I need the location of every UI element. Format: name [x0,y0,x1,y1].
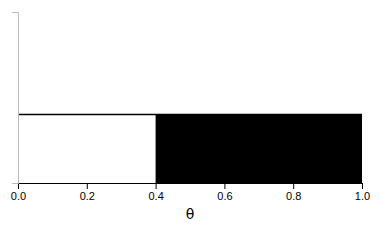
x-tick: 0.8 [286,183,301,202]
x-axis: 0.0 0.2 0.4 0.6 0.8 1.0 [11,183,370,202]
x-tick-mark [224,183,225,189]
x-tick-mark [156,183,157,189]
y-axis [12,13,19,184]
density-line [18,114,362,116]
x-tick: 0.2 [80,183,95,202]
x-tick-label: 0.6 [217,190,232,202]
x-axis-line [19,184,363,190]
x-tick-mark [362,183,363,189]
x-tick: 0.0 [11,183,26,202]
x-tick: 0.4 [148,183,163,202]
marks [18,115,362,183]
x-tick-mark [87,183,88,189]
x-axis-title: θ [186,206,195,222]
x-tick-label: 0.8 [286,190,301,202]
x-tick: 0.6 [217,183,232,202]
shaded-area [156,115,362,183]
x-tick-label: 0.0 [11,190,26,202]
x-tick-label: 1.0 [355,190,370,202]
plot: 0.0 0.2 0.4 0.6 0.8 1.0 [11,13,370,202]
x-tick-mark [293,183,294,189]
y-axis-line [12,13,19,184]
x-tick-label: 0.2 [80,190,95,202]
x-tick-label: 0.4 [148,190,163,202]
chart: 0.0 0.2 0.4 0.6 0.8 1.0 θ [0,0,380,227]
x-tick: 1.0 [355,183,370,202]
